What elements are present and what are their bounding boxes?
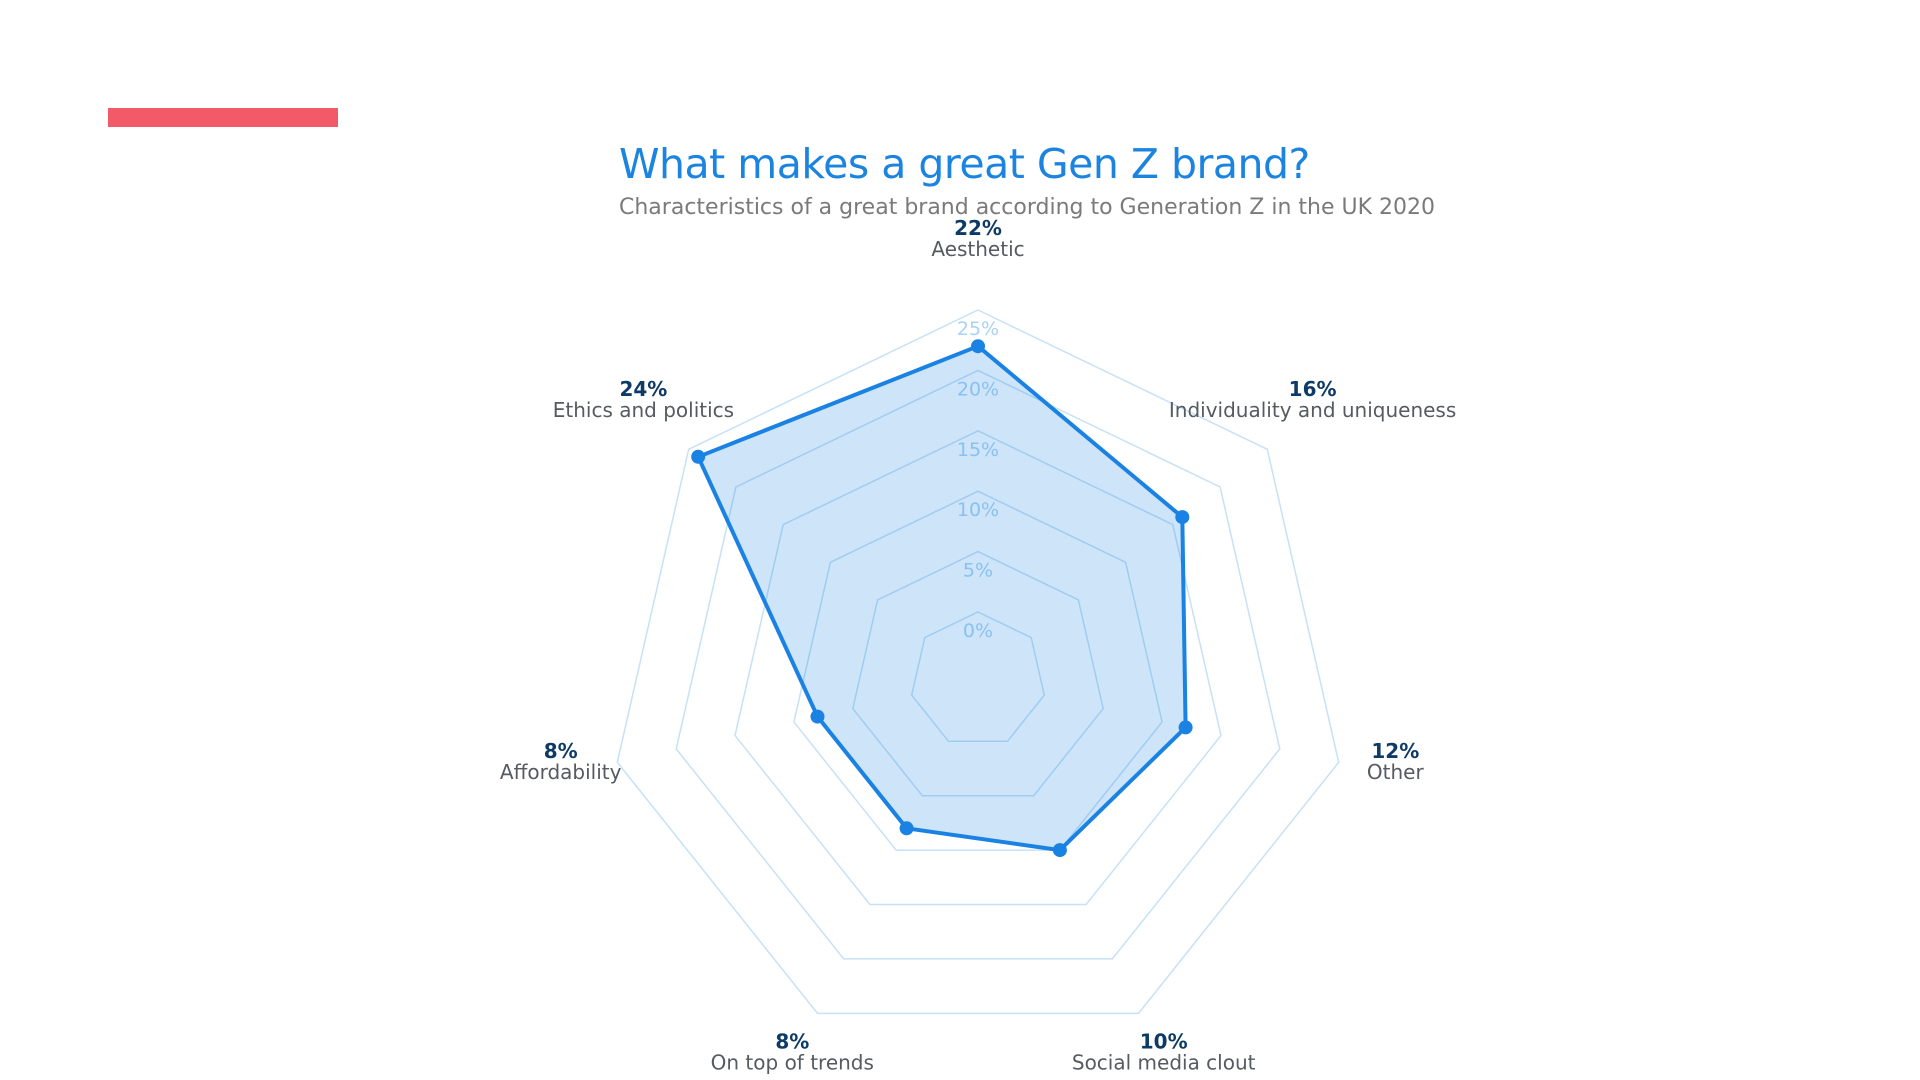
grid-ring-10 xyxy=(793,490,1163,851)
category-name: Social media clout xyxy=(1072,1051,1256,1075)
grid-ring-5 xyxy=(851,550,1105,797)
grid-ring-0 xyxy=(910,611,1046,743)
category-label-2: 12%Other xyxy=(1367,739,1425,784)
grid-ring-20 xyxy=(675,369,1281,960)
value-label: 10% xyxy=(1140,1030,1188,1054)
tick-label-25: 25% xyxy=(957,318,999,340)
category-label-3: 10%Social media clout xyxy=(1072,1030,1256,1075)
radar-grid xyxy=(616,309,1340,1015)
chart-subtitle: Characteristics of a great brand accordi… xyxy=(619,195,1435,220)
tick-label-10: 10% xyxy=(957,499,999,521)
tick-label-5: 5% xyxy=(963,560,993,582)
data-point-0 xyxy=(971,339,985,354)
category-name: On top of trends xyxy=(711,1051,874,1075)
tick-label-0: 0% xyxy=(963,620,993,642)
category-label-1: 16%Individuality and uniqueness xyxy=(1169,377,1456,422)
radial-tick-labels: 0% 5% 10% 15% 20% 25% xyxy=(957,318,999,642)
category-label-5: 8%Affordability xyxy=(500,739,622,784)
radar-series xyxy=(691,339,1193,858)
category-labels: 22%Aesthetic 16%Individuality and uniquen… xyxy=(500,216,1456,1075)
data-point-1 xyxy=(1175,510,1190,525)
data-point-2 xyxy=(1178,720,1193,735)
accent-bar xyxy=(108,108,338,127)
category-name: Ethics and politics xyxy=(553,398,734,422)
value-label: 16% xyxy=(1289,377,1337,401)
data-point-5 xyxy=(810,709,825,724)
chart-title: What makes a great Gen Z brand? xyxy=(619,140,1310,188)
category-name: Individuality and uniqueness xyxy=(1169,398,1456,422)
category-label-4: 8%On top of trends xyxy=(711,1030,874,1075)
series-area xyxy=(696,344,1188,853)
category-name: Affordability xyxy=(500,760,622,784)
value-label: 22% xyxy=(954,216,1002,240)
value-label: 12% xyxy=(1371,739,1419,763)
grid-ring-25 xyxy=(616,309,1340,1015)
data-point-6 xyxy=(691,449,706,464)
category-name: Other xyxy=(1367,760,1425,784)
category-name: Aesthetic xyxy=(931,237,1024,261)
data-point-3 xyxy=(1052,843,1067,858)
value-label: 8% xyxy=(775,1030,809,1054)
data-point-4 xyxy=(899,821,914,836)
category-label-6: 24%Ethics and politics xyxy=(553,377,734,422)
tick-label-15: 15% xyxy=(957,439,999,461)
value-label: 24% xyxy=(619,377,667,401)
category-label-0: 22%Aesthetic xyxy=(931,216,1024,261)
value-label: 8% xyxy=(544,739,578,763)
grid-ring-15 xyxy=(734,429,1222,906)
tick-label-20: 20% xyxy=(957,378,999,400)
